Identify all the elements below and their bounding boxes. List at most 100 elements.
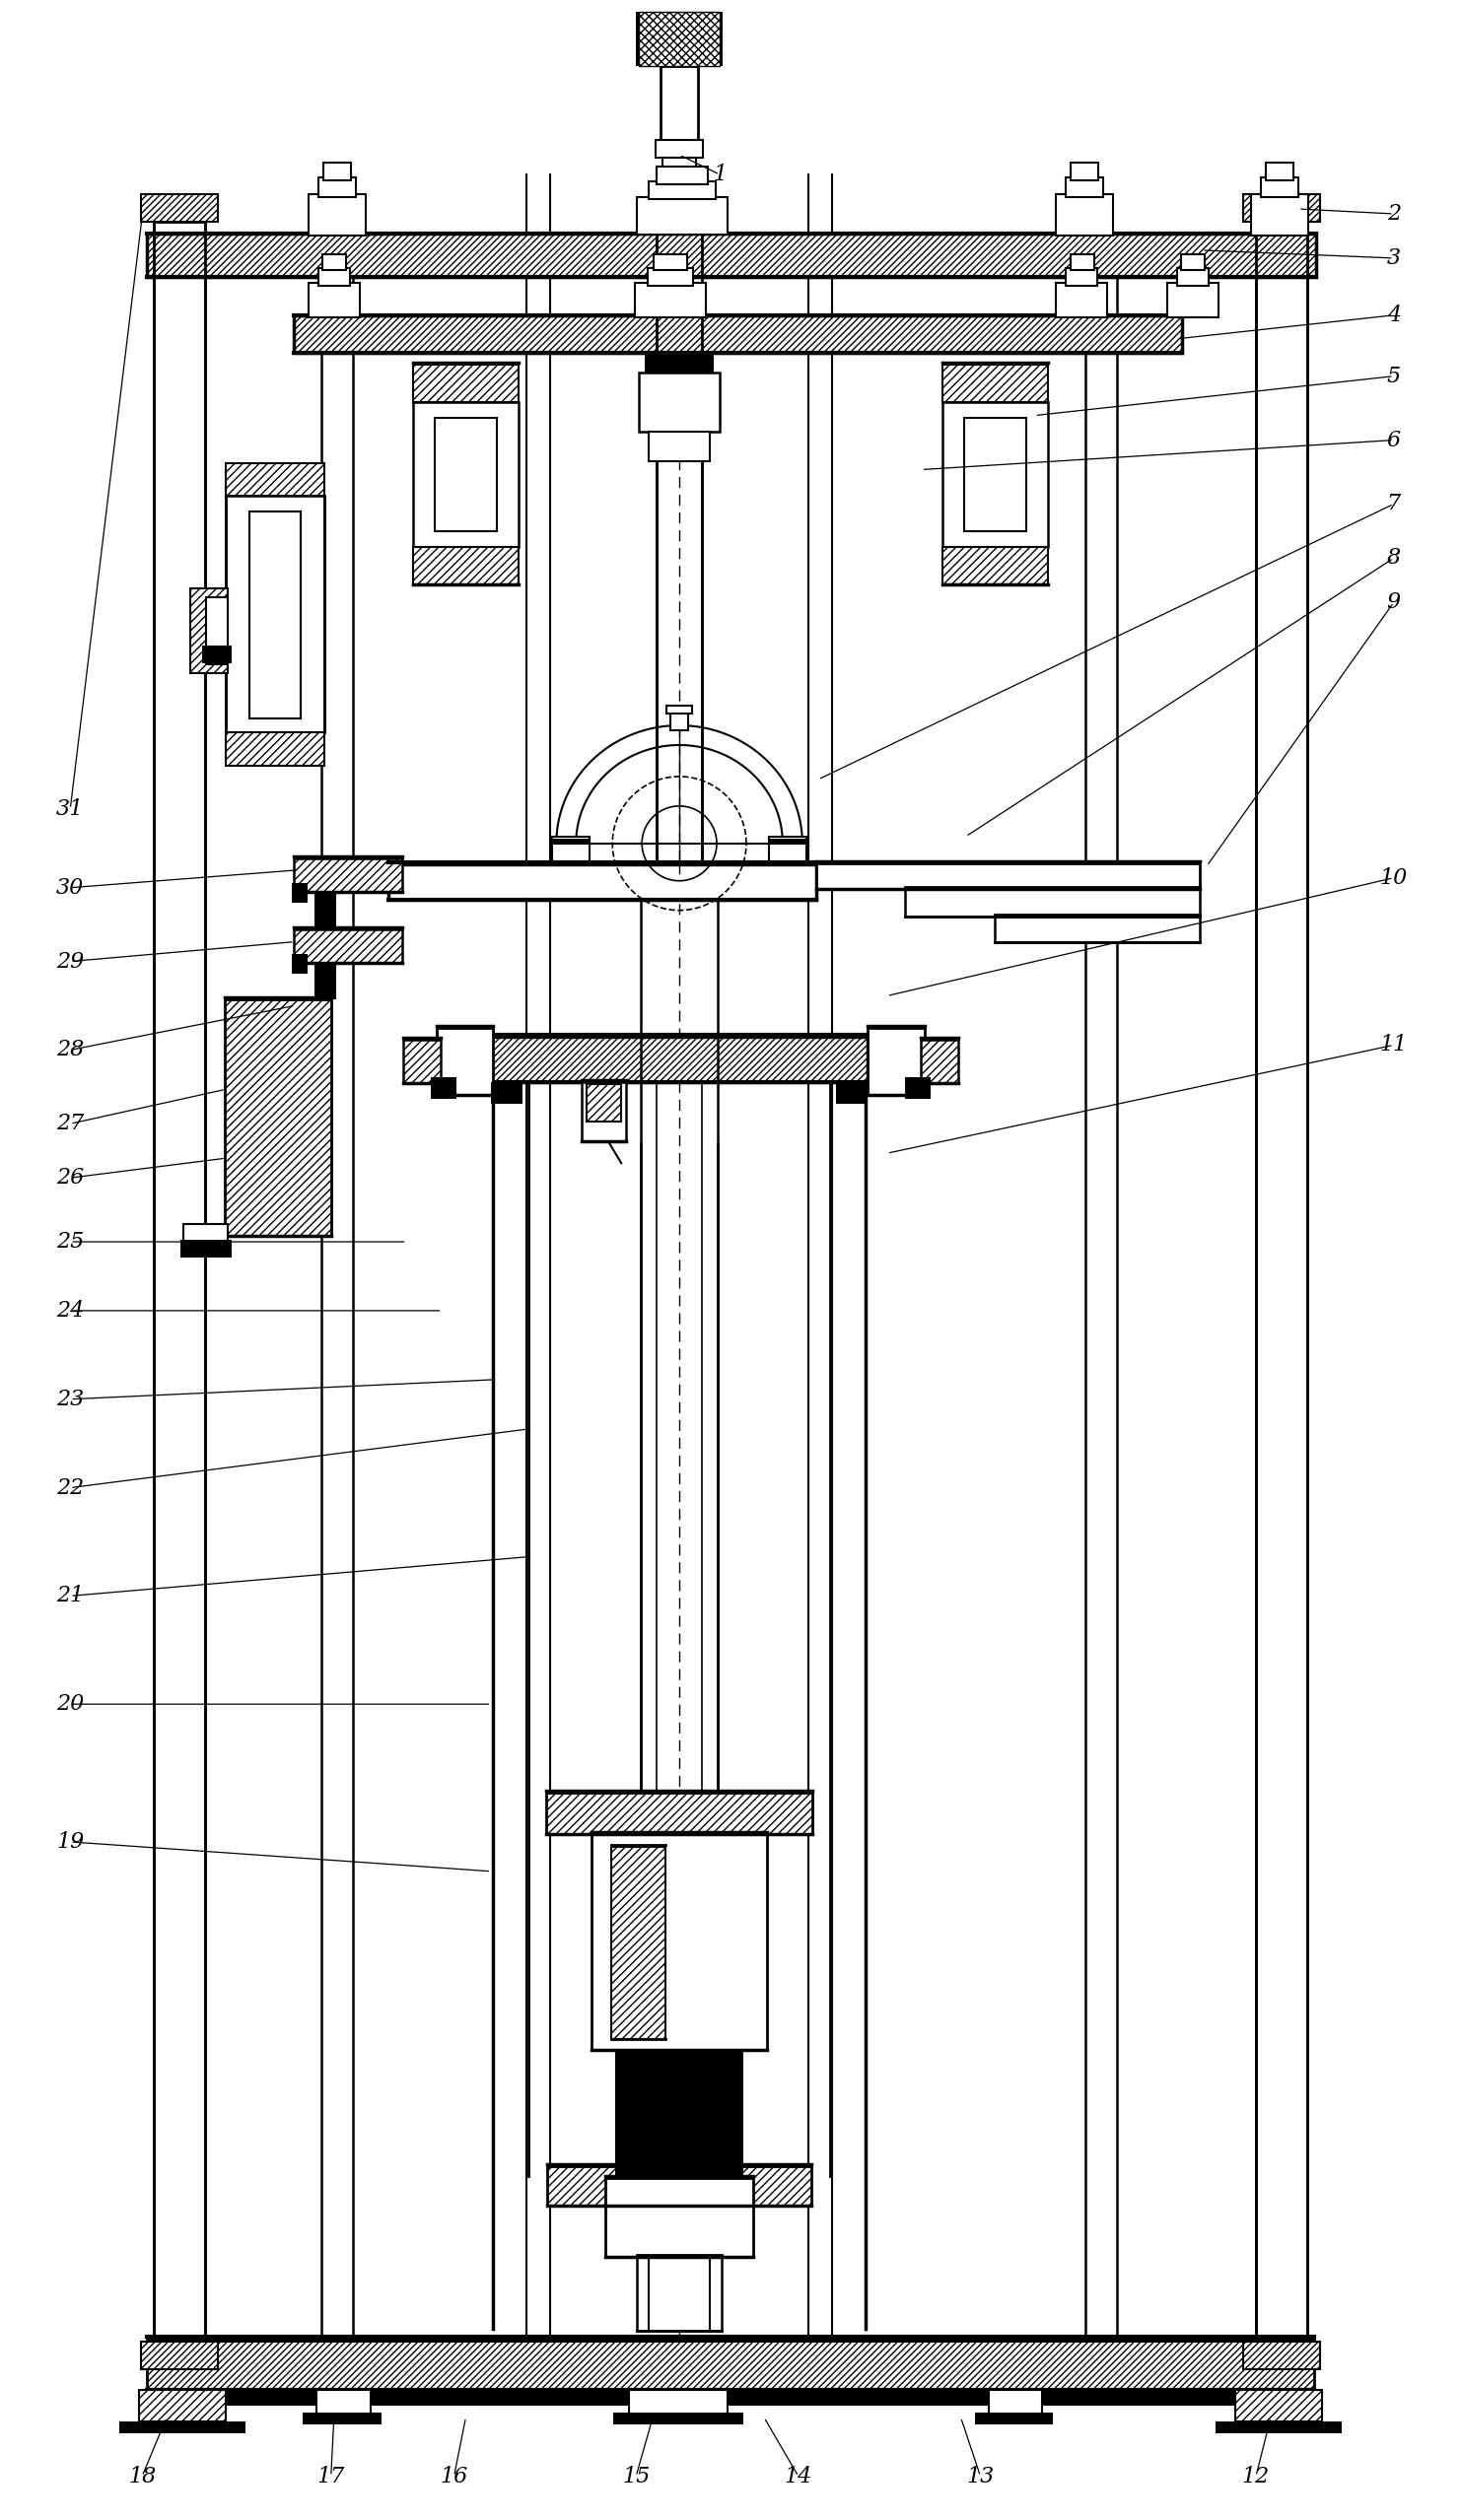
Bar	[1243, 194, 1320, 222]
Bar	[387, 864, 816, 900]
Bar	[1266, 164, 1294, 181]
Text: 28: 28	[57, 1038, 85, 1061]
Text: 4: 4	[1387, 305, 1401, 325]
Bar	[649, 431, 711, 461]
Bar	[1256, 222, 1307, 2341]
Text: 14: 14	[785, 2465, 813, 2487]
Text: 18: 18	[129, 2465, 156, 2487]
Bar	[1243, 2341, 1320, 2369]
Bar	[294, 315, 1183, 353]
Bar	[637, 2258, 722, 2331]
Bar	[1177, 267, 1209, 285]
Bar	[671, 711, 689, 731]
Bar	[629, 2389, 728, 2414]
Bar	[142, 194, 218, 222]
Bar	[430, 1079, 456, 1099]
Bar	[1181, 255, 1205, 270]
Bar	[180, 1240, 231, 1257]
Text: 29: 29	[57, 950, 85, 973]
Bar	[308, 194, 366, 234]
Bar	[202, 645, 231, 663]
Text: 11: 11	[1380, 1033, 1408, 1056]
Text: 1: 1	[712, 164, 727, 186]
Bar	[1072, 255, 1095, 270]
Bar	[316, 2389, 370, 2414]
Bar	[1072, 164, 1098, 181]
Bar	[308, 282, 360, 318]
Bar	[553, 839, 589, 844]
Bar	[412, 365, 519, 401]
Bar	[250, 512, 301, 718]
Bar	[648, 267, 693, 285]
Bar	[649, 181, 716, 199]
Bar	[611, 1847, 665, 2039]
Text: 2: 2	[1387, 204, 1401, 224]
Bar	[636, 13, 722, 66]
Text: 5: 5	[1387, 365, 1401, 388]
Text: 26: 26	[57, 1167, 85, 1189]
Bar	[1167, 282, 1218, 318]
Bar	[148, 2389, 1314, 2407]
Bar	[436, 1028, 493, 1096]
Text: 27: 27	[57, 1114, 85, 1134]
Bar	[988, 2389, 1042, 2414]
Bar	[921, 1041, 958, 1084]
Bar	[294, 859, 402, 892]
Bar	[323, 164, 351, 181]
Bar	[547, 1792, 813, 1835]
Bar	[148, 2336, 1314, 2344]
Bar	[616, 2051, 743, 2177]
Bar	[291, 953, 307, 973]
Bar	[139, 2389, 225, 2422]
Bar	[656, 166, 708, 184]
Bar	[1056, 282, 1107, 318]
Bar	[294, 930, 402, 963]
Bar	[225, 1000, 330, 1235]
Text: 9: 9	[1387, 592, 1401, 612]
Bar	[975, 2412, 1053, 2424]
Bar	[404, 1041, 440, 1084]
Bar	[1056, 194, 1113, 234]
Bar	[769, 839, 806, 844]
Bar	[867, 1028, 924, 1096]
Text: 7: 7	[1387, 494, 1401, 514]
Text: 15: 15	[623, 2465, 651, 2487]
Bar	[905, 890, 1200, 917]
Bar	[412, 401, 519, 547]
Bar	[314, 963, 336, 1000]
Text: 23: 23	[57, 1389, 85, 1411]
Bar	[637, 197, 728, 234]
Bar	[142, 2341, 218, 2369]
Bar	[553, 837, 589, 864]
Text: 19: 19	[57, 1832, 85, 1852]
Bar	[942, 547, 1048, 585]
Bar	[662, 159, 696, 179]
Text: 16: 16	[440, 2465, 468, 2487]
Bar	[667, 706, 692, 713]
Bar	[667, 179, 692, 194]
Bar	[996, 917, 1200, 942]
Bar	[412, 547, 519, 585]
Text: 6: 6	[1387, 428, 1401, 451]
Bar	[148, 2339, 1314, 2389]
Bar	[303, 2412, 382, 2424]
Bar	[645, 350, 713, 373]
Bar	[586, 1084, 621, 1121]
Bar	[942, 401, 1048, 547]
Text: 12: 12	[1243, 2465, 1270, 2487]
Bar	[190, 590, 228, 673]
Text: 3: 3	[1387, 247, 1401, 270]
Bar	[120, 2422, 246, 2432]
Bar	[661, 66, 697, 141]
Bar	[491, 1038, 867, 1084]
Bar	[1235, 2389, 1322, 2422]
Text: 21: 21	[57, 1585, 85, 1608]
Bar	[1066, 176, 1104, 197]
Bar	[1251, 194, 1308, 234]
Bar	[942, 365, 1048, 401]
Bar	[963, 418, 1026, 532]
Bar	[319, 176, 355, 197]
Text: 22: 22	[57, 1477, 85, 1499]
Bar	[614, 2412, 743, 2424]
Bar	[225, 464, 325, 496]
